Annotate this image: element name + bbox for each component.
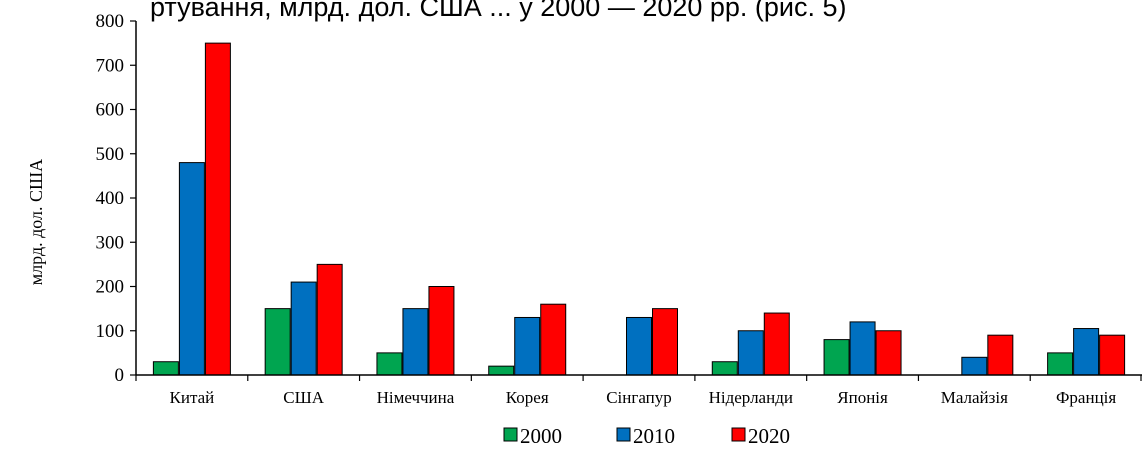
legend: 2000 2010 2020 [503,424,790,448]
y-tick-label: 800 [96,11,125,32]
y-tick-label: 200 [96,277,125,298]
x-tick-label: Малайзія [941,388,1008,407]
bar [1047,352,1074,376]
bar [652,308,678,376]
y-tick-label: 300 [96,232,125,253]
bar [823,339,850,376]
bar [152,361,179,376]
y-tick-label: 500 [96,144,125,165]
bar [987,334,1014,376]
bar [514,316,541,376]
bar [204,42,231,376]
x-tick-label: Сінгапур [606,388,672,407]
bar [402,308,429,376]
legend-label: 2010 [633,424,675,448]
bar [626,316,652,376]
bar [763,312,790,376]
x-tick-label: Франція [1056,388,1116,407]
bar [1099,334,1126,376]
bar [875,330,902,376]
bar [737,330,764,376]
legend-label: 2000 [520,424,562,448]
legend-swatch [503,427,518,442]
bar [711,361,738,376]
cropped-caption: ртування, млрд. дол. США ... у 2000 — 20… [150,0,847,22]
x-tick-label: Японія [837,388,888,407]
bar [376,352,403,376]
bar [1073,328,1100,376]
bar [540,303,567,376]
y-tick-label: 100 [96,321,125,342]
bar [178,162,205,376]
y-tick-label: 400 [96,188,125,209]
legend-label: 2020 [748,424,790,448]
plot-area: 0 100 200 300 400 500 600 700 800 Китай США Німеччи… [96,11,1142,407]
y-axis-label: млрд. дол. США [26,159,46,285]
bar [264,308,291,376]
bar [290,281,317,376]
x-tick-label: Китай [170,388,215,407]
bar [316,263,343,376]
bar [428,286,455,376]
bar [488,365,515,376]
y-tick-label: 0 [115,365,125,386]
x-tick-label: Корея [506,388,549,407]
bar [961,356,988,376]
x-tick-label: Нідерланди [709,388,793,407]
x-tick-label: Німеччина [377,388,455,407]
legend-swatch [731,427,746,442]
bar [849,321,876,376]
y-tick-label: 700 [96,55,125,76]
legend-swatch [616,427,631,442]
y-tick-label: 600 [96,100,125,121]
x-tick-label: США [283,388,324,407]
